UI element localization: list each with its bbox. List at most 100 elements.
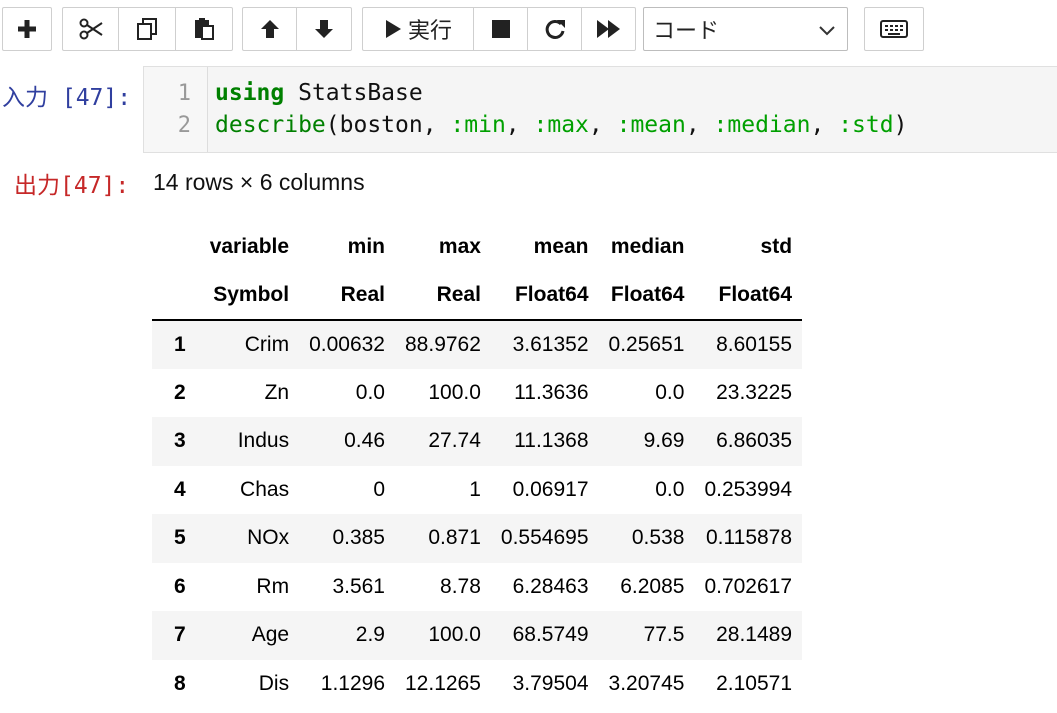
row-index: 8 <box>174 671 186 695</box>
table-cell: 1 <box>469 477 481 501</box>
index-header <box>152 271 200 321</box>
table-cell: Age <box>251 623 290 647</box>
move-group <box>242 7 352 51</box>
restart-button[interactable] <box>528 7 582 51</box>
table-cell: 0 <box>373 477 385 501</box>
clipboard-group <box>62 7 233 51</box>
copy-icon <box>137 18 157 40</box>
table-row: 3 Indus 0.46 27.74 11.1368 9.69 6.86035 <box>152 417 803 466</box>
interrupt-button[interactable] <box>474 7 528 51</box>
play-icon <box>385 20 401 38</box>
table-cell: 100.0 <box>428 623 481 647</box>
paste-icon <box>195 18 214 40</box>
table-cell: NOx <box>247 526 290 550</box>
header-row: variable min max mean median std <box>152 222 802 271</box>
type-row: Symbol Real Real Float64 Float64 Float64 <box>152 271 803 321</box>
column-type: Float64 <box>598 271 695 321</box>
run-group: 実行 <box>362 7 636 51</box>
table-cell: 6.28463 <box>512 574 589 598</box>
arrow-down-icon <box>315 20 333 38</box>
column-type: Symbol <box>199 271 300 321</box>
line-number: 1 <box>177 81 191 106</box>
table-row: 5 NOx 0.385 0.871 0.554695 0.538 0.115878 <box>152 514 803 563</box>
table-cell: 0.871 <box>428 526 481 550</box>
table-cell: Zn <box>264 380 290 404</box>
table-cell: Crim <box>244 332 290 356</box>
table-cell: 2.10571 <box>716 671 793 695</box>
cut-button[interactable] <box>62 7 119 51</box>
table-cell: 100.0 <box>428 380 481 404</box>
restart-icon <box>545 19 565 39</box>
column-type: Float64 <box>490 271 599 321</box>
column-header: std <box>760 234 793 258</box>
copy-button[interactable] <box>119 7 176 51</box>
table-cell: 23.3225 <box>716 380 793 404</box>
table-row: 6 Rm 3.561 8.78 6.28463 6.2085 0.702617 <box>152 563 802 612</box>
column-type: Float64 <box>694 271 803 321</box>
row-index: 5 <box>174 526 186 550</box>
command-palette-button[interactable] <box>864 7 924 51</box>
table-cell: 6.2085 <box>620 574 685 598</box>
table-row: 7 Age 2.9 100.0 68.5749 77.5 28.1489 <box>152 611 803 660</box>
table-cell: 3.561 <box>332 574 385 598</box>
line-number-gutter: 1 2 <box>144 67 208 152</box>
column-header: max <box>438 234 481 258</box>
table-cell: 0.385 <box>332 526 385 550</box>
table-cell: 0.253994 <box>704 477 793 501</box>
table-cell: 27.74 <box>428 429 481 453</box>
paste-button[interactable] <box>176 7 233 51</box>
table-cell: 0.702617 <box>704 574 793 598</box>
fast-forward-icon <box>596 20 620 38</box>
row-index: 4 <box>174 477 186 501</box>
dataframe-table: variable min max mean median std Symbol … <box>152 222 803 708</box>
table-cell: Chas <box>240 477 290 501</box>
table-cell: 3.61352 <box>512 332 589 356</box>
move-up-button[interactable] <box>242 7 297 51</box>
dataframe-summary: 14 rows × 6 columns <box>153 169 365 195</box>
table-cell: 0.06917 <box>512 477 589 501</box>
table-cell: 3.79504 <box>512 671 589 695</box>
table-cell: 3.20745 <box>608 671 685 695</box>
column-header: min <box>347 234 385 258</box>
table-cell: 11.1368 <box>514 429 589 453</box>
table-cell: 0.00632 <box>309 332 385 356</box>
table-cell: 0.0 <box>655 380 685 404</box>
row-index: 6 <box>174 574 186 598</box>
input-prompt: 入力 [47]: <box>2 85 132 111</box>
table-cell: 0.25651 <box>608 332 685 356</box>
table-cell: Indus <box>237 429 290 453</box>
cell-type-value: コード <box>653 18 720 43</box>
table-cell: 12.1265 <box>405 671 481 695</box>
output-prompt: 出力[47]: <box>14 173 130 199</box>
line-number: 2 <box>177 113 191 138</box>
table-cell: 8.60155 <box>716 332 793 356</box>
arrow-up-icon <box>260 20 279 38</box>
move-down-button[interactable] <box>297 7 352 51</box>
table-row: 1 Crim 0.00632 88.9762 3.61352 0.25651 8.60155 <box>152 320 803 369</box>
table-cell: 2.9 <box>355 623 385 647</box>
table-row: 4 Chas 0 1 0.06917 0.0 0.253994 <box>152 466 802 515</box>
table-cell: 0.554695 <box>500 526 589 550</box>
chevron-down-icon <box>819 26 835 36</box>
column-header: variable <box>209 234 290 258</box>
table-cell: 68.5749 <box>512 623 589 647</box>
table-cell: 11.3636 <box>514 380 589 404</box>
insert-cell-button[interactable] <box>2 7 52 51</box>
keyboard-icon <box>880 20 908 38</box>
column-type: Real <box>299 271 395 321</box>
row-index: 1 <box>174 332 186 356</box>
run-all-button[interactable] <box>582 7 636 51</box>
run-label: 実行 <box>407 18 452 43</box>
table-cell: 6.86035 <box>716 429 793 453</box>
scissors-icon <box>79 18 103 40</box>
table-row: 2 Zn 0.0 100.0 11.3636 0.0 23.3225 <box>152 369 802 418</box>
stop-icon <box>491 20 510 38</box>
run-button[interactable]: 実行 <box>362 7 474 51</box>
table-cell: 28.1489 <box>716 623 793 647</box>
table-cell: 8.78 <box>440 574 481 598</box>
table-cell: Dis <box>258 671 290 695</box>
code-line-2: describe(boston, :min, :max, :mean, :med… <box>215 112 908 138</box>
code-editor[interactable]: 1 2 using StatsBase describe(boston, :mi… <box>143 66 1057 153</box>
table-cell: 0.115878 <box>706 526 793 550</box>
cell-type-select[interactable]: コード <box>643 7 848 51</box>
